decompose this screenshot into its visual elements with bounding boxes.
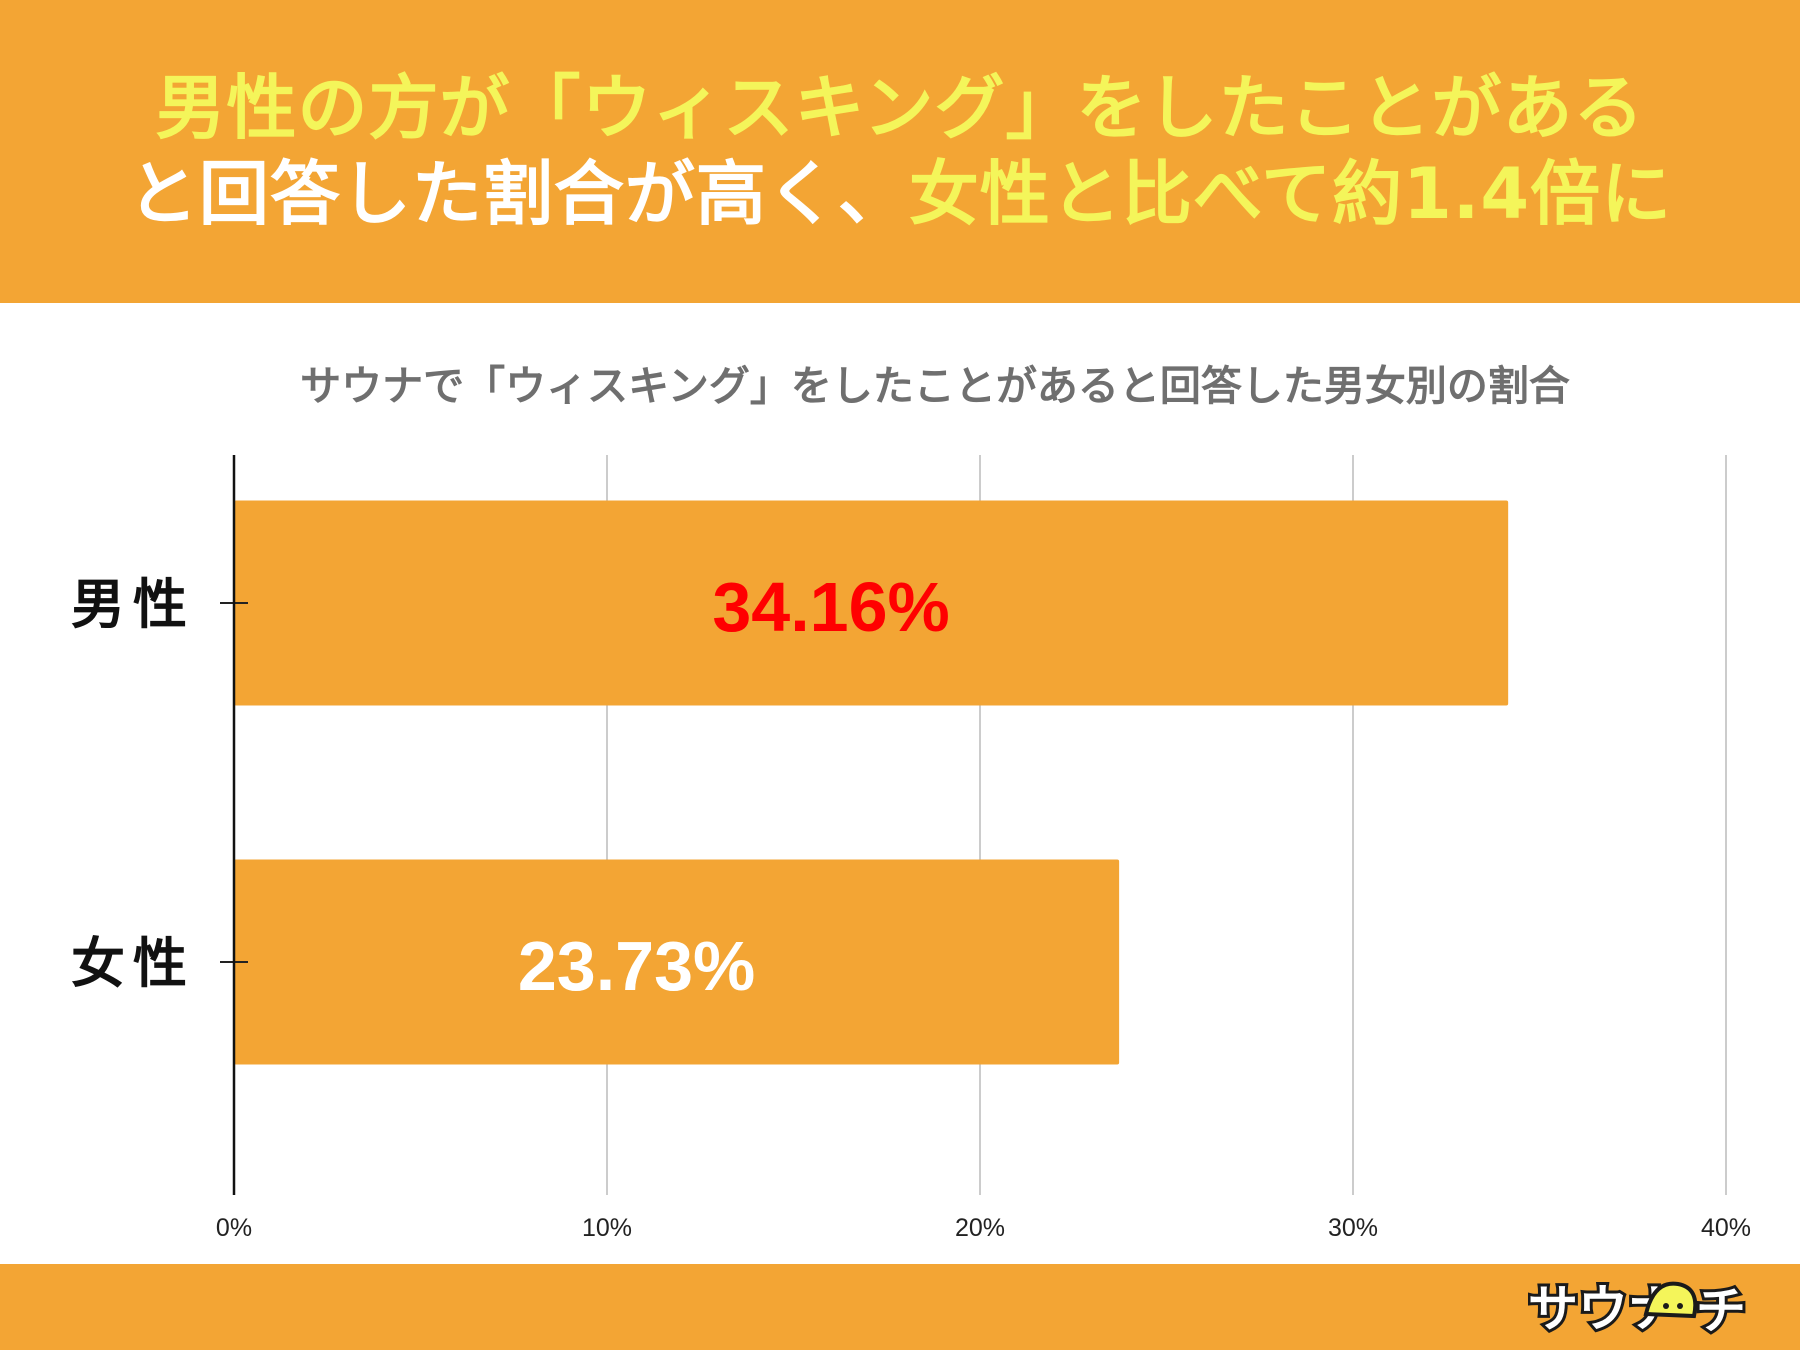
logo-text-2: チ (1696, 1282, 1746, 1340)
x-tick-label: 30% (1328, 1214, 1378, 1242)
headline-line-2-white: と回答した割合が高く、 (127, 153, 909, 235)
x-tick-label: 10% (582, 1214, 632, 1242)
header-banner: 男性の方が「ウィスキング」をしたことがある と回答した割合が高く、女性と比べて約… (0, 0, 1800, 303)
x-tick-label: 40% (1701, 1214, 1751, 1242)
logo-text: サウナ (1528, 1280, 1678, 1338)
category-label: 男性 (71, 573, 195, 636)
x-tick-label: 20% (955, 1214, 1005, 1242)
footer-band (0, 1264, 1800, 1350)
brand-logo: サウナ チ (1528, 1277, 1748, 1342)
chart-title: サウナで「ウィスキング」をしたことがあると回答した男女別の割合 (300, 362, 1570, 410)
headline-line-1-text: 男性の方が「ウィスキング」をしたことがある (155, 67, 1645, 149)
headline-line-2: と回答した割合が高く、女性と比べて約1.4倍に (0, 152, 1800, 236)
bar (234, 859, 1120, 1065)
sauna-hat-icon (1643, 1281, 1698, 1319)
x-tick-label: 0% (216, 1214, 252, 1242)
bar-chart: 0% 10% 20% 30% 40% 34.16% 男性 23.73% 女性 (71, 455, 1751, 1242)
category-label: 女性 (71, 932, 195, 995)
headline-line-1: 男性の方が「ウィスキング」をしたことがある (0, 66, 1800, 150)
data-label: 34.16% (712, 568, 949, 646)
bar (234, 500, 1509, 706)
data-label: 23.73% (518, 927, 755, 1005)
headline-line-2-yellow: 女性と比べて約1.4倍に (908, 153, 1673, 235)
